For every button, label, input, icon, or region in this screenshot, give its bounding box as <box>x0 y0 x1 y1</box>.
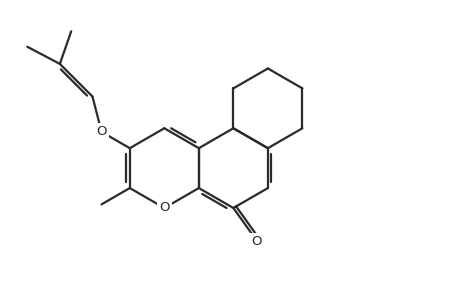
Text: O: O <box>159 202 169 214</box>
Text: O: O <box>251 236 262 248</box>
Text: O: O <box>96 125 106 138</box>
